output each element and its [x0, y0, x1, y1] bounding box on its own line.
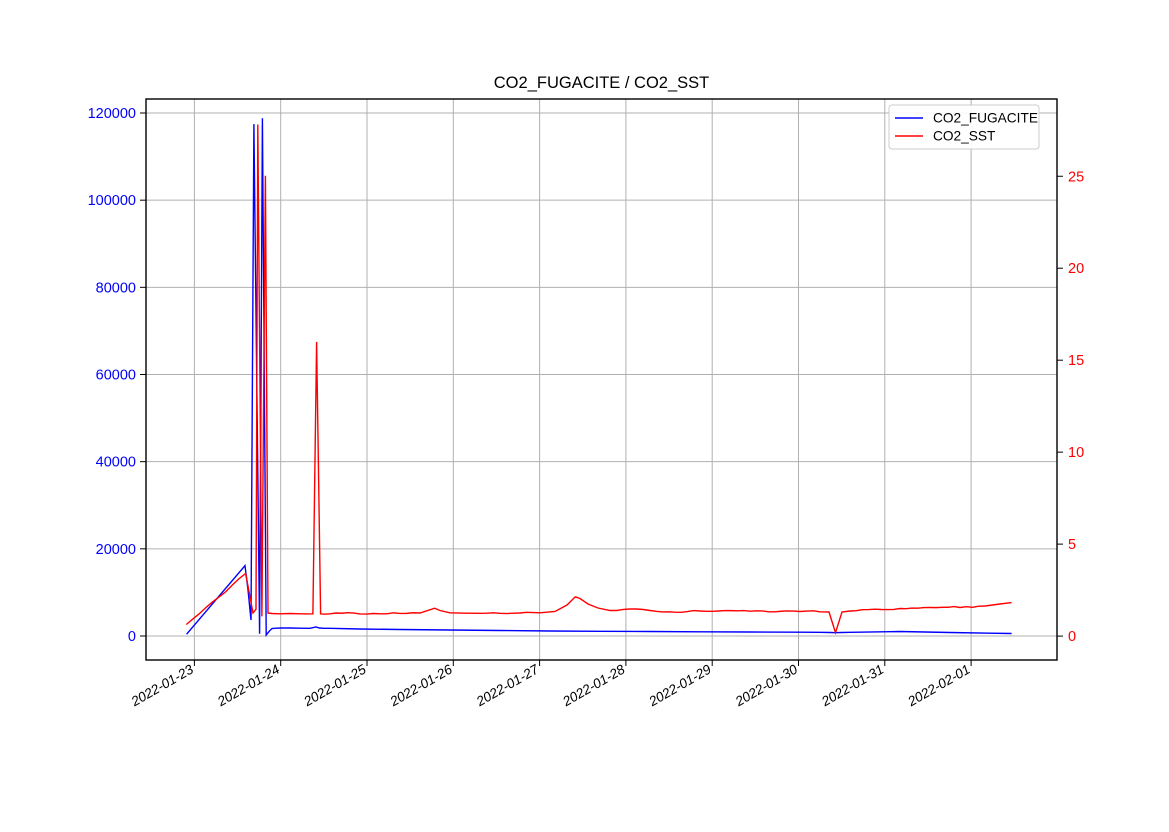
svg-text:10: 10 — [1068, 445, 1084, 461]
svg-text:100000: 100000 — [88, 193, 136, 209]
svg-text:60000: 60000 — [96, 368, 136, 384]
svg-text:40000: 40000 — [96, 455, 136, 471]
svg-text:0: 0 — [1068, 629, 1076, 645]
svg-text:20000: 20000 — [96, 542, 136, 558]
svg-text:CO2_SST: CO2_SST — [933, 129, 996, 144]
svg-text:CO2_FUGACITE / CO2_SST: CO2_FUGACITE / CO2_SST — [494, 74, 709, 92]
svg-text:80000: 80000 — [96, 280, 136, 296]
svg-text:15: 15 — [1068, 353, 1084, 369]
svg-text:20: 20 — [1068, 261, 1084, 277]
svg-text:5: 5 — [1068, 537, 1076, 553]
svg-text:25: 25 — [1068, 169, 1084, 185]
svg-text:0: 0 — [128, 629, 136, 645]
svg-text:120000: 120000 — [88, 106, 136, 122]
svg-text:CO2_FUGACITE: CO2_FUGACITE — [933, 111, 1038, 126]
